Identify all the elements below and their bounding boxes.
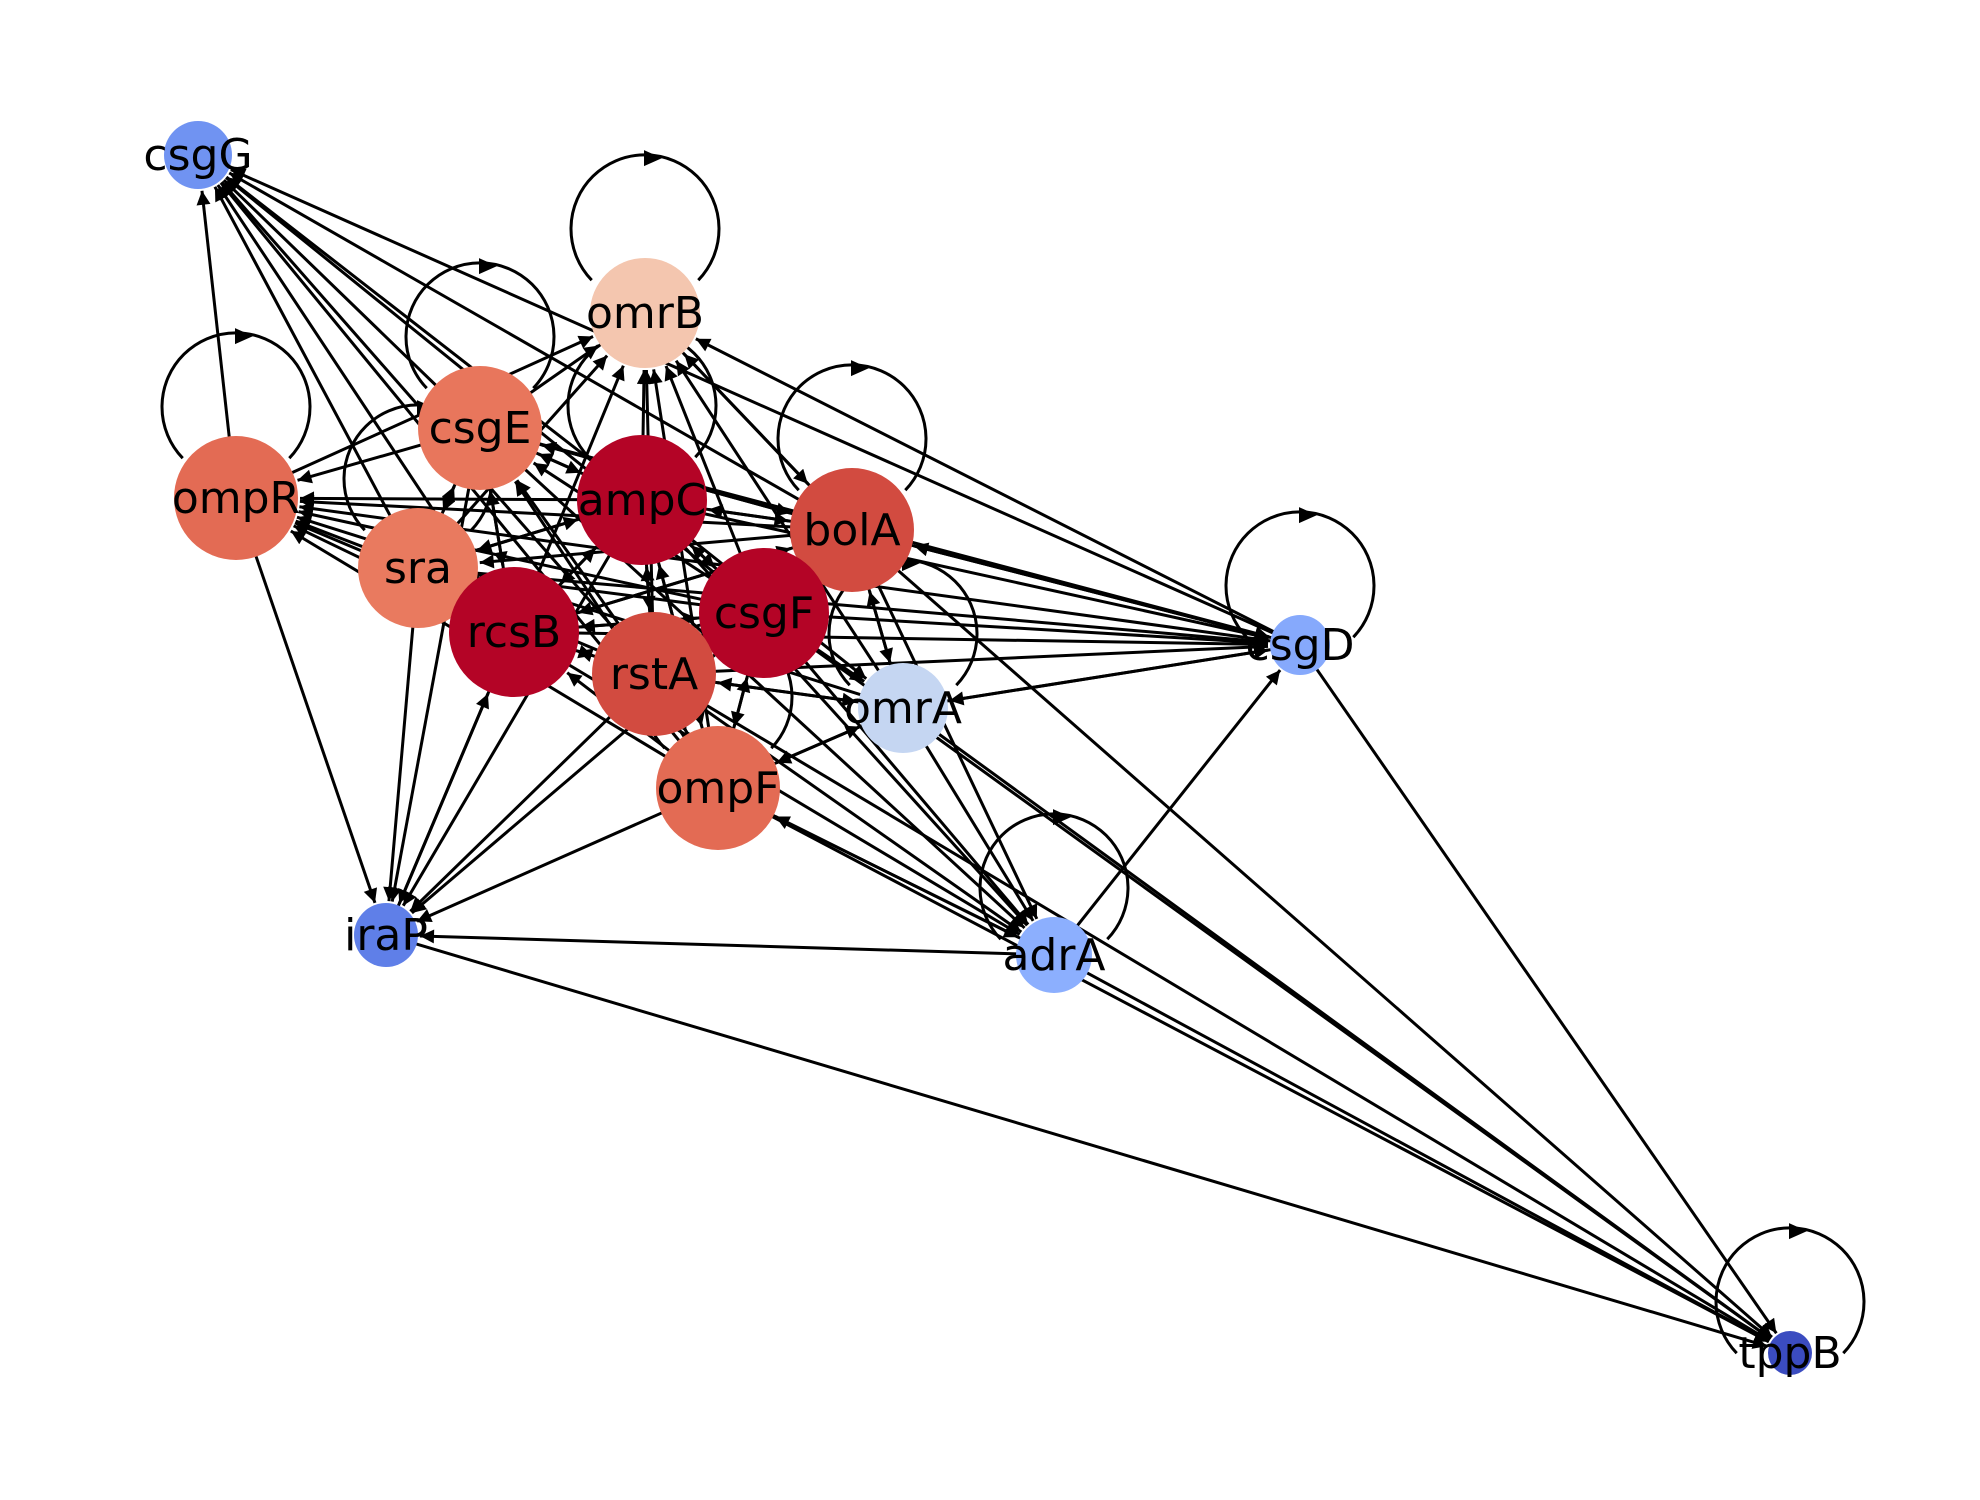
edge-csgE-ompR	[297, 436, 445, 484]
node-circle-adrA	[1016, 917, 1092, 993]
node-omrB[interactable]: omrB	[586, 258, 704, 368]
edge-ompR-iraP	[246, 532, 378, 904]
node-csgD[interactable]: csgD	[1246, 615, 1355, 675]
node-circle-bolA	[790, 468, 914, 592]
node-circle-omrB	[590, 258, 700, 368]
self-loop-arrow-omrB	[644, 150, 662, 167]
node-circle-ampC	[577, 435, 707, 565]
edges	[196, 168, 1778, 1349]
node-label-tppB: tppB	[1738, 1328, 1841, 1379]
self-loop-arrow-bolA	[851, 360, 869, 377]
edge-adrA-csgD	[1066, 669, 1282, 939]
node-sra[interactable]: sra	[358, 508, 478, 628]
node-iraP[interactable]: iraP	[344, 903, 428, 967]
edge-csgD-omrA	[949, 646, 1283, 706]
node-label-rcsB: rcsB	[467, 607, 561, 658]
edge-rstA-omrA	[690, 677, 857, 707]
node-circle-csgD	[1270, 615, 1330, 675]
node-label-sra: sra	[384, 543, 452, 594]
node-label-omrB: omrB	[586, 288, 704, 339]
edge-csgF-adrA	[788, 641, 1030, 926]
edge-csgD-tppB	[1309, 658, 1778, 1335]
node-label-ompR: ompR	[172, 473, 300, 524]
edge-ampC-csgG	[225, 175, 613, 478]
node-circle-iraP	[354, 903, 418, 967]
node-label-omrA: omrA	[844, 683, 962, 734]
node-rcsB[interactable]: rcsB	[449, 567, 579, 697]
node-label-csgE: csgE	[429, 403, 532, 454]
node-circle-tppB	[1768, 1331, 1812, 1375]
edge-rstA-tppB	[685, 691, 1771, 1342]
node-ompF[interactable]: ompF	[656, 726, 780, 850]
edge-sra-csgD	[453, 569, 1269, 648]
node-circle-csgF	[699, 548, 829, 678]
edge-iraP-tppB	[403, 939, 1768, 1349]
node-circle-rstA	[592, 612, 716, 736]
self-loop-arrow-tppB	[1789, 1223, 1807, 1240]
edge-ompF-iraP	[416, 801, 685, 923]
edge-csgD-omrB	[695, 337, 1285, 639]
edge-csgE-csgG	[222, 178, 455, 404]
node-tppB[interactable]: tppB	[1738, 1328, 1841, 1379]
node-label-csgD: csgD	[1246, 620, 1355, 671]
edge-rstA-iraP	[409, 698, 629, 913]
node-label-ompF: ompF	[656, 763, 779, 814]
node-circle-csgE	[418, 366, 542, 490]
edge-sra-iraP	[383, 603, 417, 902]
edge-adrA-tppB	[1073, 964, 1770, 1343]
node-label-csgF: csgF	[714, 588, 814, 639]
node-circle-sra	[358, 508, 478, 628]
edge-bolA-adrA	[866, 562, 1039, 920]
node-csgG[interactable]: csgG	[143, 121, 253, 189]
node-csgF[interactable]: csgF	[699, 548, 829, 678]
self-loop-arrow-ompR	[235, 328, 253, 345]
node-label-adrA: adrA	[1002, 930, 1105, 981]
node-bolA[interactable]: bolA	[790, 468, 914, 592]
node-label-csgG: csgG	[143, 130, 252, 181]
edge-csgF-csgD	[802, 613, 1269, 650]
edge-iraP-rcsB	[392, 693, 490, 918]
node-circle-ompF	[656, 726, 780, 850]
node-circle-rcsB	[449, 567, 579, 697]
node-label-rstA: rstA	[610, 649, 698, 700]
node-label-iraP: iraP	[344, 910, 428, 961]
node-label-ampC: ampC	[578, 475, 706, 526]
node-circle-omrA	[858, 663, 948, 753]
edge-csgF-tppB	[794, 634, 1772, 1341]
edge-bolA-tppB	[878, 553, 1773, 1339]
node-ompR[interactable]: ompR	[172, 436, 300, 560]
node-ampC[interactable]: ampC	[577, 435, 707, 565]
edge-ampC-iraP	[401, 532, 624, 907]
edge-omrB-bolA	[666, 335, 809, 485]
edge-ompR-csgG	[196, 190, 234, 462]
edge-sra-csgG	[213, 186, 403, 537]
node-circle-csgG	[164, 121, 232, 189]
self-loop-arrow-csgD	[1299, 507, 1317, 524]
node-omrA[interactable]: omrA	[844, 663, 962, 753]
node-rstA[interactable]: rstA	[592, 612, 716, 736]
edge-bolA-ompR	[299, 495, 815, 530]
edge-ompF-tppB	[750, 804, 1770, 1344]
node-label-bolA: bolA	[803, 505, 900, 556]
node-csgE[interactable]: csgE	[418, 366, 542, 490]
edge-bolA-csgG	[228, 171, 821, 513]
edge-csgD-csgG	[230, 168, 1285, 640]
node-circle-ompR	[174, 436, 298, 560]
edge-adrA-iraP	[419, 929, 1032, 956]
node-adrA[interactable]: adrA	[1002, 917, 1106, 993]
edge-ompF-adrA	[750, 803, 1019, 939]
edge-ampC-csgD	[679, 506, 1270, 642]
self-loop-arrow-csgE	[479, 258, 497, 275]
